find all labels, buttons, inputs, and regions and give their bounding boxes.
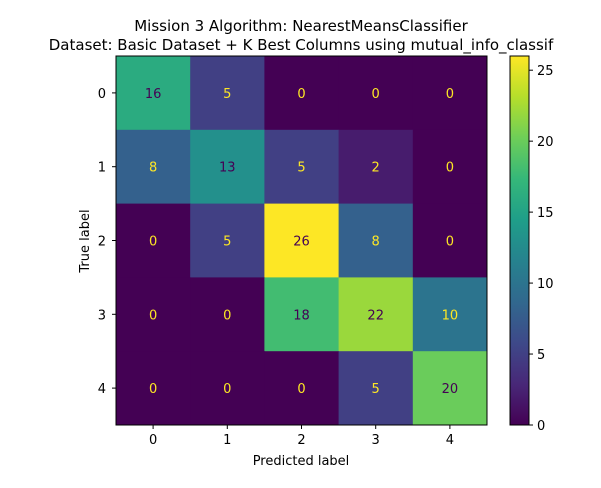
colorbar-tick-label: 15	[537, 206, 554, 221]
cell-value-label: 0	[446, 87, 454, 102]
heatmap-cell	[412, 351, 488, 426]
y-tick-label: 1	[98, 161, 106, 176]
cell-value-label: 5	[372, 382, 380, 397]
heatmap-cell	[264, 129, 340, 205]
colorbar-tick-label: 0	[537, 419, 545, 434]
heatmap-cell	[264, 277, 340, 352]
heatmap-cell	[412, 277, 488, 352]
x-tick-label: 1	[223, 433, 231, 448]
y-axis-label: True label	[78, 209, 93, 273]
cell-value-label: 5	[297, 161, 305, 176]
heatmap-cell	[338, 56, 414, 131]
y-tick-label: 2	[98, 235, 106, 250]
x-axis-label: Predicted label	[253, 454, 350, 469]
cell-value-label: 20	[442, 382, 459, 397]
cell-value-label: 0	[223, 308, 231, 323]
heatmap-cell	[190, 351, 265, 426]
heatmap-cell	[190, 129, 265, 205]
heatmap-cell	[412, 56, 488, 131]
cell-value-label: 0	[446, 161, 454, 176]
heatmap-cell	[116, 56, 191, 131]
colorbar-tick-label: 5	[537, 348, 545, 363]
heatmap-cell	[338, 129, 414, 205]
cell-value-label: 0	[372, 87, 380, 102]
heatmap-cell	[338, 277, 414, 352]
cell-value-label: 8	[149, 161, 157, 176]
x-tick-label: 0	[149, 433, 157, 448]
chart-title-line2: Dataset: Basic Dataset + K Best Columns …	[49, 36, 554, 55]
cell-value-label: 0	[297, 87, 305, 102]
cell-value-label: 0	[149, 308, 157, 323]
heatmap-cell	[190, 203, 265, 278]
chart-title-line1: Mission 3 Algorithm: NearestMeansClassif…	[134, 17, 468, 35]
cell-value-label: 10	[442, 308, 459, 323]
x-tick-label: 2	[297, 433, 305, 448]
y-tick-label: 4	[98, 382, 106, 397]
cell-value-label: 2	[372, 161, 380, 176]
cell-value-label: 5	[223, 235, 231, 250]
cell-value-label: 0	[446, 235, 454, 250]
heatmap-cells	[116, 56, 488, 426]
cell-value-label: 22	[367, 308, 384, 323]
cell-value-label: 0	[149, 382, 157, 397]
heatmap-cell-labels: 16 5 0 0 08 13 5 2 00 5 26 8 00 0 18 22 100 0 0 5 20	[145, 87, 458, 397]
y-axis-ticks: 0 1 2 3 4	[98, 87, 116, 397]
y-tick-label: 0	[98, 87, 106, 102]
colorbar-tick-label: 20	[537, 135, 554, 150]
cell-value-label: 0	[149, 235, 157, 250]
heatmap-cell	[338, 203, 414, 278]
cell-value-label: 0	[297, 382, 305, 397]
colorbar-ticks: 0 5 10 15 20 25	[529, 64, 554, 434]
heatmap-cell	[264, 56, 340, 131]
colorbar-tick-label: 10	[537, 277, 554, 292]
cell-value-label: 8	[372, 235, 380, 250]
cell-value-label: 0	[223, 382, 231, 397]
heatmap-cell	[338, 351, 414, 426]
colorbar	[509, 55, 530, 426]
heatmap-cell	[264, 203, 340, 278]
cell-value-label: 18	[293, 308, 310, 323]
x-tick-label: 3	[372, 433, 380, 448]
colorbar-tick-label: 25	[537, 64, 554, 79]
heatmap-cell	[116, 203, 191, 278]
heatmap-cell	[116, 351, 191, 426]
heatmap-cell	[412, 129, 488, 205]
heatmap-cell	[190, 56, 265, 131]
y-tick-label: 3	[98, 308, 106, 323]
heatmap-cell	[116, 129, 191, 205]
cell-value-label: 13	[219, 161, 236, 176]
heatmap-cell	[190, 277, 265, 352]
cell-value-label: 5	[223, 87, 231, 102]
heatmap-cell	[264, 351, 340, 426]
heatmap-cell	[116, 277, 191, 352]
cell-value-label: 16	[145, 87, 162, 102]
x-tick-label: 4	[446, 433, 454, 448]
cell-value-label: 26	[293, 235, 310, 250]
x-axis-ticks: 0 1 2 3 4	[149, 425, 454, 448]
heatmap-cell	[412, 203, 488, 278]
